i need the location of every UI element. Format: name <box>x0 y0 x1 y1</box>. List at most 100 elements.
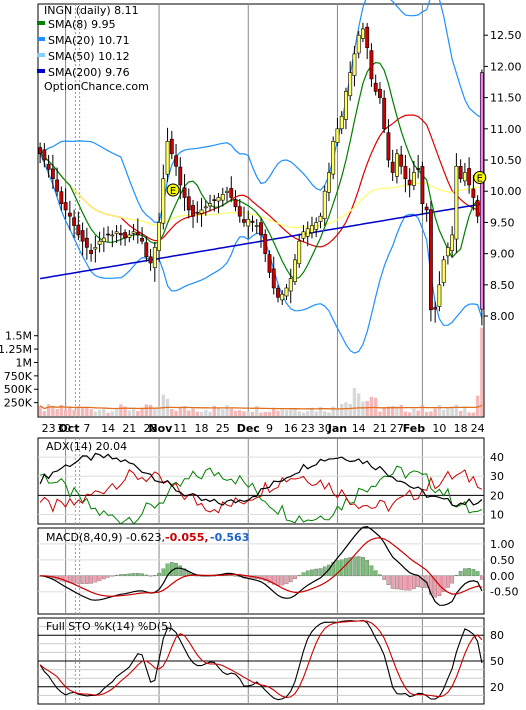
volume-average-line <box>39 404 483 410</box>
macd-histogram-bar <box>106 575 110 578</box>
candle-body <box>110 234 115 237</box>
x-axis-label: 28 <box>144 422 158 435</box>
macd-histogram-bar <box>378 574 382 576</box>
volume-bar <box>127 410 132 416</box>
volume-bar <box>463 407 467 416</box>
candle-body <box>322 190 327 219</box>
macd-histogram-bar <box>89 575 93 584</box>
candle-body <box>458 166 463 180</box>
candle-body <box>76 224 81 236</box>
volume-bar <box>233 410 238 416</box>
macd-histogram-bar <box>72 575 76 584</box>
candle-body <box>450 234 455 252</box>
volume-bar <box>480 327 484 416</box>
volume-bar <box>399 404 403 416</box>
volume-bar <box>242 411 246 416</box>
x-axis-label: 11 <box>173 422 187 435</box>
candle-body <box>479 72 484 310</box>
candle-body <box>373 82 378 92</box>
candle-body <box>305 228 310 237</box>
volume-bar <box>412 408 416 416</box>
macd-histogram-bar <box>331 562 336 576</box>
macd-tick-label: 1.00 <box>490 538 515 551</box>
candle-body <box>348 72 353 97</box>
x-axis-label: Feb <box>403 422 426 435</box>
volume-bar <box>276 410 280 416</box>
sto-k-line <box>39 619 483 701</box>
macd-histogram-bar <box>80 575 85 584</box>
volume-bar <box>46 404 51 416</box>
macd-histogram-bar <box>178 565 183 576</box>
volume-bar <box>310 407 314 416</box>
volume-bar <box>272 407 276 416</box>
macd-histogram-bar <box>84 575 89 584</box>
volume-bar <box>140 407 144 416</box>
adx-title: ADX(14) 20.04 <box>46 440 127 453</box>
candle-body <box>144 242 149 258</box>
candle-body <box>339 116 344 130</box>
legend-swatch <box>37 21 45 25</box>
macd-histogram-bar <box>450 575 454 584</box>
macd-signal-value: -0.055, <box>165 531 209 544</box>
volume-bar <box>123 406 127 416</box>
volume-bar <box>178 406 182 416</box>
candle-body <box>318 215 323 222</box>
volume-bar <box>454 404 459 416</box>
candle-body <box>165 140 170 175</box>
candle-body <box>467 168 472 186</box>
candle-body <box>186 196 191 211</box>
macd-histogram-bar <box>267 575 272 583</box>
macd-tick-label: -0.50 <box>490 586 518 599</box>
volume-bar <box>301 412 306 416</box>
candle-body <box>331 140 336 175</box>
volume-bar <box>63 409 68 416</box>
x-axis-label: 9 <box>266 422 273 435</box>
sto-title: Full STO %K(14) %D(5) <box>46 620 172 633</box>
macd-histogram-bar <box>297 575 302 577</box>
volume-bar <box>259 412 263 416</box>
macd-histogram-bar <box>348 557 353 576</box>
candle-body <box>67 212 72 217</box>
volume-bar <box>416 410 420 416</box>
candle-body <box>208 203 212 207</box>
candle-body <box>471 188 476 198</box>
candle-body <box>267 254 272 273</box>
volume-tick-label: 500K <box>4 383 33 396</box>
price-tick-label: 12.00 <box>490 60 522 73</box>
x-axis-label: 14 <box>101 422 115 435</box>
macd-histogram-bar <box>373 570 378 576</box>
volume-bar <box>187 410 191 416</box>
x-axis-label: 30 <box>318 422 332 435</box>
candle-body <box>407 179 412 186</box>
candle-body <box>416 168 421 170</box>
volume-bar <box>51 405 55 416</box>
candle-body <box>365 26 370 48</box>
candle-body <box>229 188 234 198</box>
x-axis-label: 21 <box>122 422 136 435</box>
candle-body <box>152 247 157 268</box>
candle-body <box>361 28 365 39</box>
candle-body <box>280 293 285 301</box>
macd-histogram-bar <box>131 573 136 576</box>
volume-bar <box>106 412 110 416</box>
candle-body <box>55 179 60 192</box>
volume-bar <box>238 410 242 416</box>
candle-body <box>288 278 293 292</box>
chart-title: INGN (daily) 8.11 <box>44 4 139 17</box>
macd-histogram-bar <box>365 560 370 576</box>
candle-body <box>157 222 161 251</box>
candle-body <box>412 172 416 186</box>
candle-body <box>148 256 153 264</box>
candle-body <box>118 233 123 236</box>
candle-body <box>199 209 204 214</box>
bollinger-upper-line <box>39 0 483 224</box>
candle-body <box>420 166 425 205</box>
volume-bar <box>110 411 115 416</box>
macd-histogram-bar <box>454 575 459 576</box>
volume-bar <box>174 410 178 416</box>
price-tick-label: 11.00 <box>490 123 522 136</box>
volume-bar <box>148 404 153 416</box>
candle-body <box>352 53 357 76</box>
volume-bar <box>195 411 199 416</box>
macd-histogram-bar <box>395 575 399 590</box>
